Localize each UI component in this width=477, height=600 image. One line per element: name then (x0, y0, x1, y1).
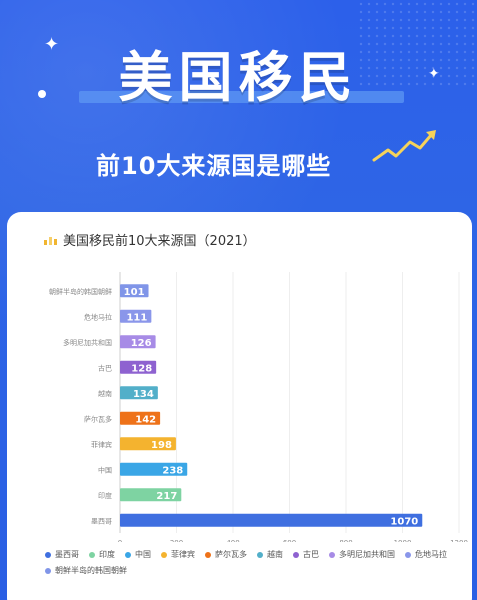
legend-swatch (45, 567, 51, 574)
legend-swatch (89, 551, 95, 558)
legend-label: 危地马拉 (415, 550, 447, 559)
legend-label: 朝鲜半岛的韩国朝鲜 (55, 566, 127, 575)
y-tick-label: 朝鲜半岛的韩国朝鲜 (49, 287, 112, 296)
chart-card: 美国移民前10大来源国（2021） 0 200 400 600 800 1000 1200 朝… (7, 212, 472, 600)
legend-item: 古巴 (293, 549, 319, 560)
trend-up-icon (372, 130, 436, 162)
bar (120, 386, 158, 400)
y-tick-label: 墨西哥 (91, 517, 112, 525)
legend-swatch (329, 551, 335, 558)
legend-item: 萨尔瓦多 (205, 549, 247, 560)
legend-item: 中国 (125, 549, 151, 560)
bar-value-label: 198 (151, 440, 172, 451)
x-tick-label: 1200 (450, 539, 468, 542)
x-tick-label: 0 (118, 539, 122, 542)
decor-dot (38, 90, 46, 98)
legend-label: 菲律宾 (171, 550, 195, 559)
chart-header: 美国移民前10大来源国（2021） (44, 230, 256, 249)
bar (120, 284, 149, 298)
bar (120, 360, 157, 374)
sparkle-icon: ✦ (428, 66, 440, 82)
x-tick-label: 600 (283, 539, 296, 542)
legend-swatch (405, 551, 411, 558)
bar-value-label: 101 (124, 287, 145, 298)
bar-value-label: 111 (126, 312, 147, 323)
legend-label: 古巴 (303, 550, 319, 559)
y-tick-label: 古巴 (98, 363, 112, 372)
bar-value-label: 134 (133, 389, 154, 400)
bar-value-label: 238 (162, 465, 183, 476)
legend-label: 印度 (99, 550, 115, 559)
legend-swatch (161, 551, 167, 558)
legend-label: 中国 (135, 550, 151, 559)
legend-item: 越南 (257, 549, 283, 560)
legend-swatch (293, 551, 299, 558)
y-tick-label: 印度 (98, 491, 112, 500)
legend-item: 危地马拉 (405, 549, 447, 560)
bar-chart-icon (44, 235, 57, 245)
bar (120, 437, 176, 451)
legend-swatch (257, 551, 263, 558)
chart-legend: 墨西哥 印度 中国 菲律宾 萨尔瓦多 越南 古巴 多明尼加共和国 危地马拉朝鲜半岛的韩国朝鲜 (45, 549, 475, 576)
legend-swatch (205, 551, 211, 558)
y-tick-label: 中国 (98, 465, 112, 474)
title-highlight (79, 91, 404, 103)
legend-item: 菲律宾 (161, 549, 195, 560)
y-tick-label: 菲律宾 (91, 440, 112, 449)
dot-pattern (357, 0, 477, 90)
bar-value-label: 126 (131, 338, 152, 349)
legend-item: 朝鲜半岛的韩国朝鲜 (45, 565, 127, 576)
y-tick-label: 危地马拉 (84, 312, 112, 321)
chart-title: 美国移民前10大来源国（2021） (63, 234, 256, 249)
bar-value-label: 1070 (390, 516, 418, 527)
legend-label: 墨西哥 (55, 550, 79, 559)
x-tick-label: 400 (226, 539, 239, 542)
bar (120, 309, 152, 323)
bar (120, 513, 423, 527)
bar-chart: 0 200 400 600 800 1000 1200 朝鲜半岛的韩国朝鲜 101 危地马拉 111… (49, 272, 468, 542)
y-tick-label: 多明尼加共和国 (63, 338, 112, 347)
bar (120, 488, 182, 502)
bar-value-label: 217 (156, 491, 177, 502)
bar (120, 335, 156, 349)
page-title: 美国移民 (118, 46, 359, 109)
sparkle-icon: ✦ (44, 34, 60, 55)
legend-label: 萨尔瓦多 (215, 550, 247, 559)
y-tick-label: 萨尔瓦多 (84, 414, 112, 423)
bar (120, 462, 188, 476)
legend-item: 印度 (89, 549, 115, 560)
legend-label: 多明尼加共和国 (339, 550, 395, 559)
x-tick-label: 200 (170, 539, 183, 542)
x-tick-label: 800 (339, 539, 352, 542)
legend-swatch (45, 551, 51, 558)
page-subtitle: 前10大来源国是哪些 (96, 152, 332, 180)
legend-swatch (125, 551, 131, 558)
legend-item: 多明尼加共和国 (329, 549, 395, 560)
bar-value-label: 142 (135, 414, 156, 425)
legend-label: 越南 (267, 550, 283, 559)
legend-item: 墨西哥 (45, 549, 79, 560)
y-tick-label: 越南 (98, 389, 112, 398)
bar (120, 411, 161, 425)
bar-value-label: 128 (131, 363, 152, 374)
x-tick-label: 1000 (394, 539, 412, 542)
